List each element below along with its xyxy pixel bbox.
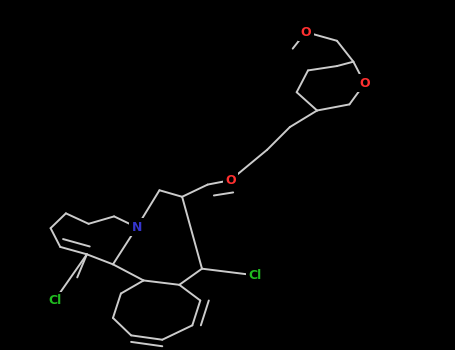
Text: O: O bbox=[225, 174, 236, 187]
Text: Cl: Cl bbox=[48, 294, 61, 307]
Text: N: N bbox=[131, 221, 142, 234]
Text: Cl: Cl bbox=[248, 269, 261, 282]
Text: O: O bbox=[359, 77, 370, 90]
Text: O: O bbox=[300, 26, 311, 38]
